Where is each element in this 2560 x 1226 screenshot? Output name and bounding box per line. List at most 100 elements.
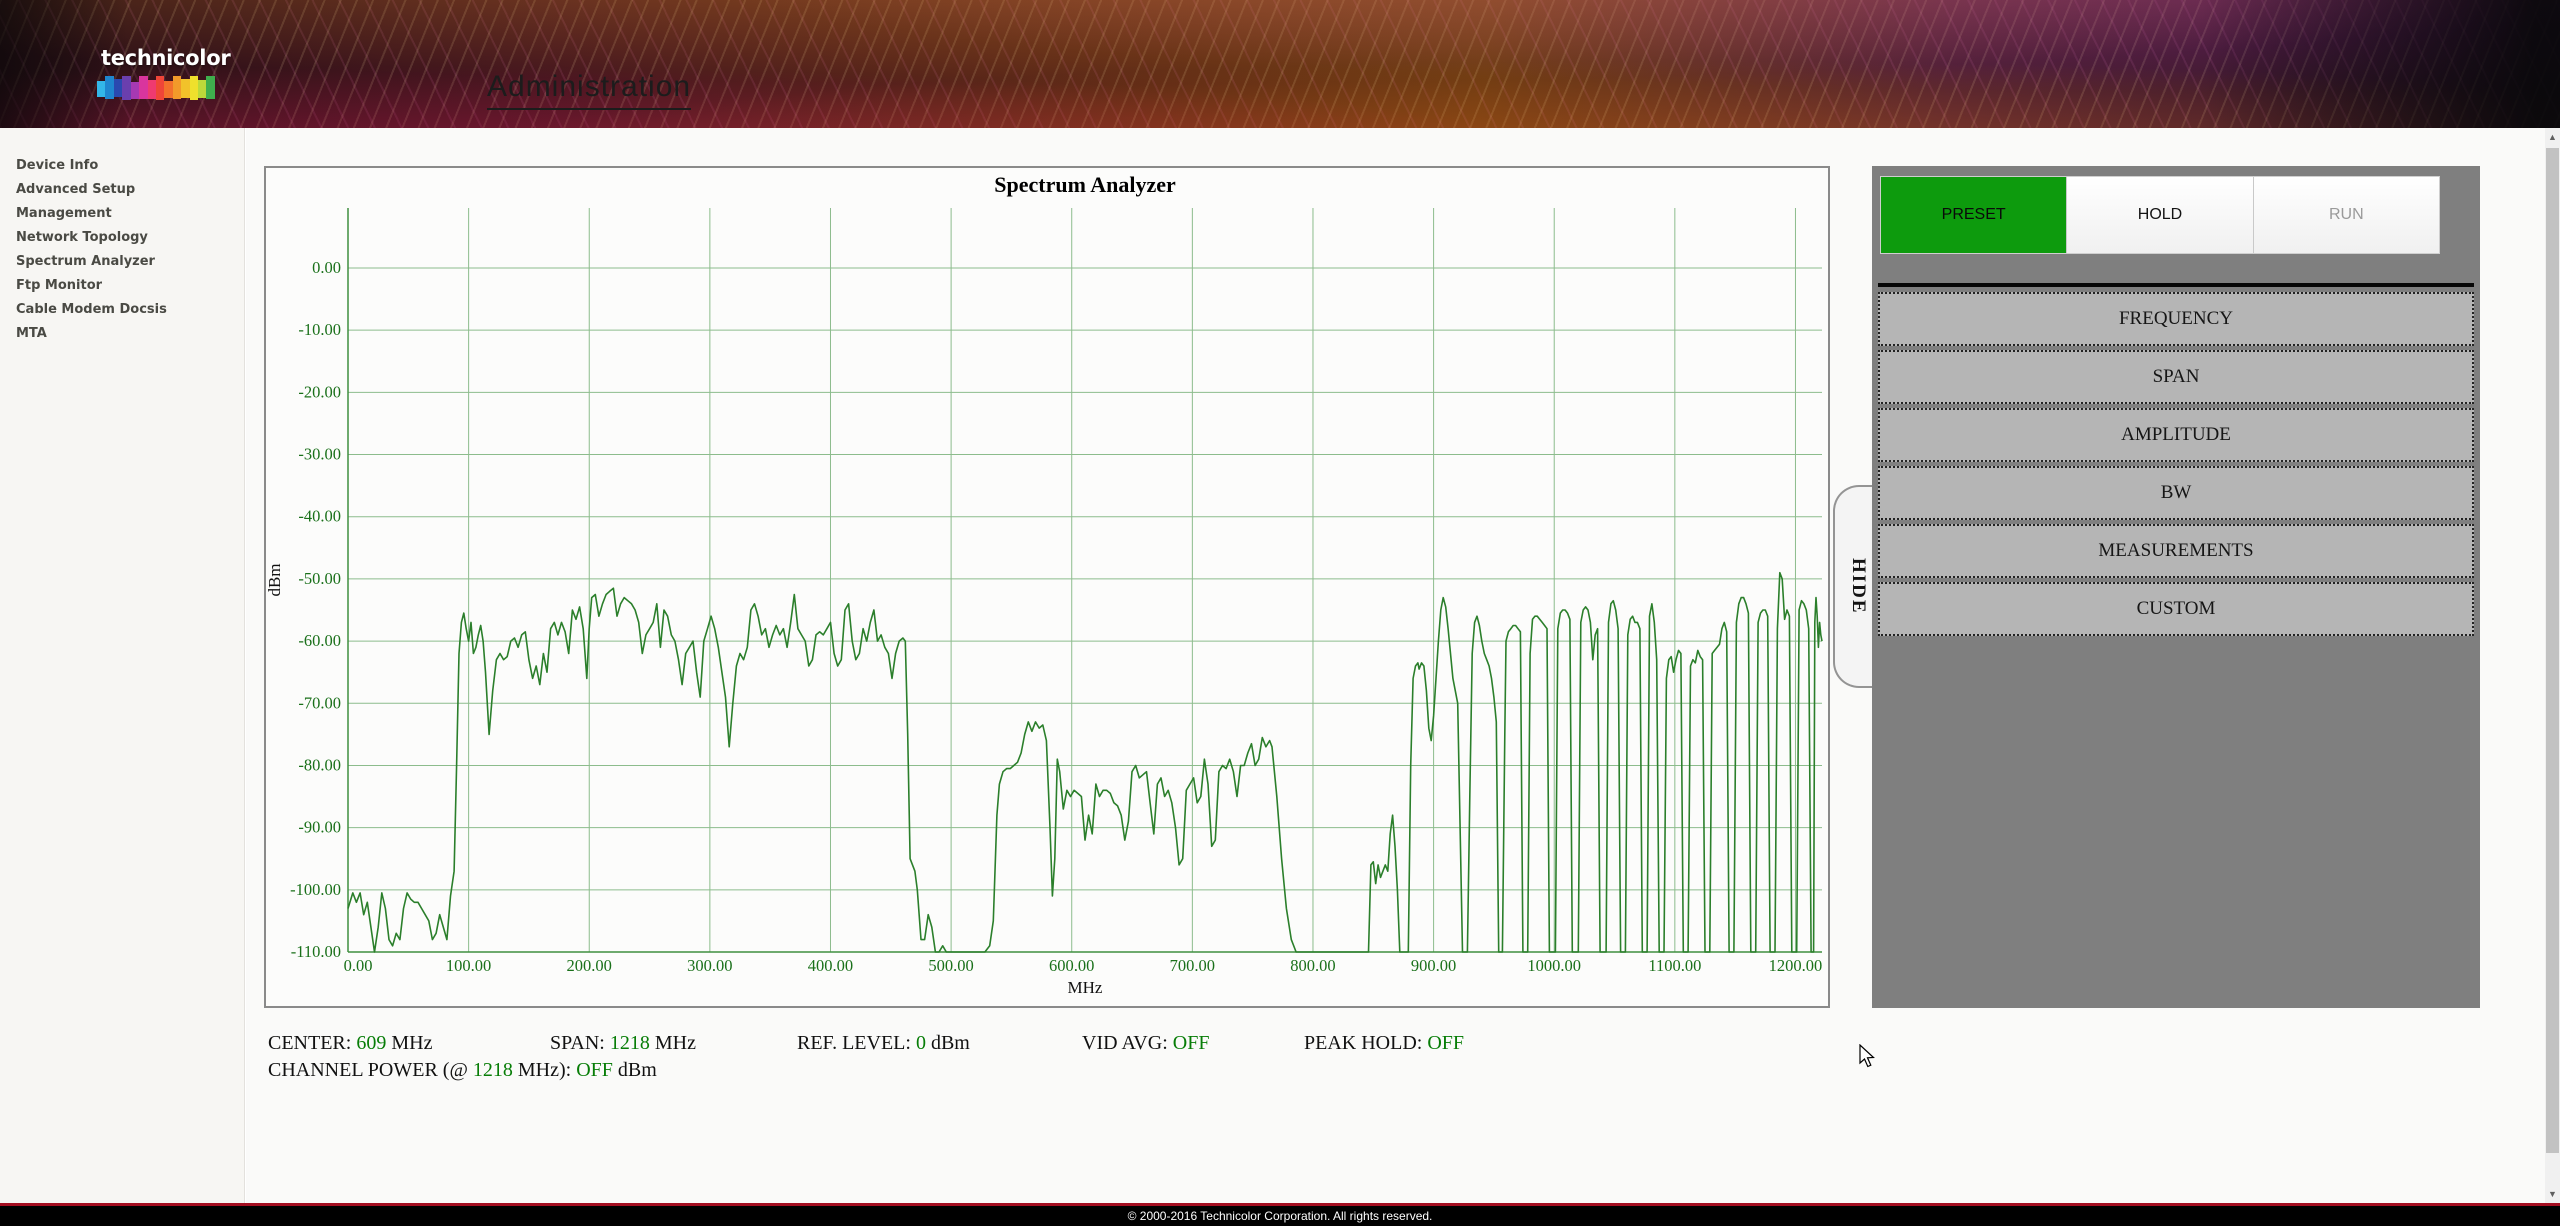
logo-bar-block [155,76,165,100]
control-panel: PRESET HOLD RUN FREQUENCY SPAN AMPLITUDE… [1872,166,2480,1008]
center-value: 609 [356,1032,387,1054]
ref-level-label: REF. LEVEL: [797,1032,911,1054]
svg-text:-40.00: -40.00 [298,507,341,526]
svg-text:-20.00: -20.00 [298,382,341,401]
svg-text:-70.00: -70.00 [298,693,341,712]
channel-power-value: OFF [576,1059,613,1081]
logo-bar-block [206,76,215,99]
logo-bar-block [189,76,199,100]
preset-button[interactable]: PRESET [1881,177,2068,253]
menu-button-measurements[interactable]: MEASUREMENTS [1878,524,2474,578]
logo-bar-block [198,80,207,98]
logo-bar-block [139,76,148,99]
menu-button-span[interactable]: SPAN [1878,350,2474,404]
span-value: 1218 [609,1032,650,1054]
svg-text:1200.00: 1200.00 [1769,956,1823,975]
ref-level-value: 0 [915,1032,926,1054]
spectrum-analyzer-chart-box: 0.00 -10.00 -20.00 -30.00 -40.00 -50.00 -60.00… [264,166,1830,1008]
sidebar-nav: Device Info Advanced Setup Management Ne… [0,128,245,1203]
panel-menu: FREQUENCY SPAN AMPLITUDE BW MEASUREMENTS… [1878,292,2474,640]
scroll-up-button[interactable]: ▲ [2548,132,2557,142]
menu-button-frequency[interactable]: FREQUENCY [1878,292,2474,346]
svg-text:0.00: 0.00 [344,956,373,975]
svg-text:100.00: 100.00 [446,956,491,975]
channel-power-unit: dBm [617,1059,657,1081]
sidebar-item-cable-modem-docsis[interactable]: Cable Modem Docsis [16,302,167,317]
svg-text:-10.00: -10.00 [298,320,341,339]
page-title: Administration [487,70,692,110]
svg-text:Spectrum Analyzer: Spectrum Analyzer [994,172,1176,197]
peak-hold-label: PEAK HOLD: [1304,1032,1423,1054]
spectrum-chart: 0.00 -10.00 -20.00 -30.00 -40.00 -50.00 -60.00… [266,172,1823,997]
svg-text:-80.00: -80.00 [298,755,341,774]
svg-text:-90.00: -90.00 [298,818,341,837]
peak-hold-value: OFF [1427,1032,1465,1054]
ref-level-unit: dBm [930,1032,970,1054]
svg-text:700.00: 700.00 [1170,956,1215,975]
logo-bar-block [164,81,173,98]
channel-power-readout: CHANNEL POWER (@ 1218 MHz): OFF dBm [268,1059,657,1082]
sidebar-item-network-topology[interactable]: Network Topology [16,230,148,245]
copyright-text: © 2000-2016 Technicolor Corporation. All… [1127,1209,1433,1223]
technicolor-logo: technicolor [101,46,231,70]
svg-text:1100.00: 1100.00 [1648,956,1701,975]
sidebar-item-mta[interactable]: MTA [16,326,47,341]
logo-bar-block [181,79,190,98]
panel-divider [1878,283,2474,287]
svg-text:1000.00: 1000.00 [1527,956,1581,975]
mode-button-row: PRESET HOLD RUN [1880,176,2440,254]
svg-text:-100.00: -100.00 [290,880,341,899]
logo-bar-block [147,80,156,99]
logo-bar-block [105,76,114,99]
svg-text:500.00: 500.00 [928,956,973,975]
menu-button-custom[interactable]: CUSTOM [1878,582,2474,636]
center-label: CENTER: [268,1032,352,1054]
svg-text:300.00: 300.00 [687,956,732,975]
logo-bar-block [97,81,106,97]
sidebar-item-management[interactable]: Management [16,206,112,221]
svg-text:-60.00: -60.00 [298,631,341,650]
logo-bar-block [122,76,131,100]
svg-text:-110.00: -110.00 [291,942,341,961]
technicolor-logo-bar [97,76,215,102]
logo-bar-block [172,76,182,99]
svg-text:200.00: 200.00 [567,956,612,975]
hold-button[interactable]: HOLD [2067,177,2254,253]
scroll-down-button[interactable]: ▼ [2548,1189,2557,1199]
span-readout: SPAN: 1218 MHz [550,1032,696,1055]
svg-text:400.00: 400.00 [808,956,853,975]
center-readout: CENTER: 609 MHz [268,1032,432,1055]
menu-button-amplitude[interactable]: AMPLITUDE [1878,408,2474,462]
svg-text:MHz: MHz [1068,978,1103,997]
center-unit: MHz [391,1032,433,1054]
logo-bar-block [113,79,123,97]
peak-hold-readout: PEAK HOLD: OFF [1304,1032,1464,1055]
svg-text:0.00: 0.00 [312,258,341,277]
sidebar-item-advanced-setup[interactable]: Advanced Setup [16,182,136,197]
vid-avg-label: VID AVG: [1082,1032,1168,1054]
channel-power-label: CHANNEL POWER (@ [268,1059,468,1081]
scrollbar-thumb[interactable] [2546,148,2559,1153]
svg-text:900.00: 900.00 [1411,956,1456,975]
sidebar-item-device-info[interactable]: Device Info [16,158,99,173]
svg-text:800.00: 800.00 [1290,956,1335,975]
svg-text:-30.00: -30.00 [298,445,341,464]
status-readout: CENTER: 609 MHz SPAN: 1218 MHz REF. LEVE… [268,1032,1828,1092]
run-button[interactable]: RUN [2253,177,2439,253]
footer-bar: © 2000-2016 Technicolor Corporation. All… [0,1203,2560,1226]
svg-text:600.00: 600.00 [1049,956,1094,975]
channel-power-mid: MHz): [517,1059,572,1081]
sidebar-item-ftp-monitor[interactable]: Ftp Monitor [16,278,103,293]
svg-text:-50.00: -50.00 [298,569,341,588]
menu-button-bw[interactable]: BW [1878,466,2474,520]
vid-avg-value: OFF [1172,1032,1210,1054]
sidebar-item-spectrum-analyzer[interactable]: Spectrum Analyzer [16,254,155,269]
channel-power-freq: 1218 [472,1059,513,1081]
span-unit: MHz [654,1032,696,1054]
svg-text:dBm: dBm [266,563,284,596]
logo-bar-block [130,82,140,99]
vertical-scrollbar[interactable]: ▲ ▼ [2545,128,2560,1203]
header-banner: technicolor Administration [0,0,2560,128]
ref-level-readout: REF. LEVEL: 0 dBm [797,1032,970,1055]
